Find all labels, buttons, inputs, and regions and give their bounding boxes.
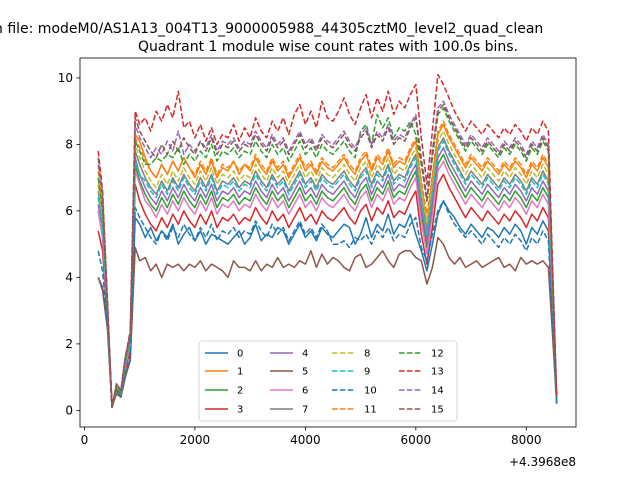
legend-label-9: 9 [364,367,370,378]
series-lines [97,73,558,408]
series-line-4 [97,147,558,408]
legend-label-6: 6 [302,386,308,397]
x-tick-label: 6000 [401,433,432,447]
y-tick-label: 10 [58,71,73,85]
y-tick-label: 0 [65,403,73,417]
legend-label-7: 7 [302,405,308,416]
series-line-2 [97,153,558,408]
x-tick-label: 4000 [290,433,321,447]
x-tick-label: 8000 [511,433,542,447]
legend-label-5: 5 [302,367,308,378]
y-axis: 0 2 4 6 8 10 [58,71,80,417]
y-tick-label: 4 [65,270,73,284]
legend-label-1: 1 [237,367,243,378]
series-line-6 [97,160,558,408]
y-tick-label: 6 [65,204,73,218]
series-line-11 [97,120,558,408]
series-line-7 [97,137,558,408]
figure-suptitle: n file: modeM0/AS1A13_004T13_9000005988_… [0,21,543,37]
y-tick-label: 2 [65,337,73,351]
legend-label-11: 11 [364,405,377,416]
series-line-14 [97,100,558,408]
y-tick-label: 8 [65,137,73,151]
legend-label-12: 12 [431,349,444,360]
x-axis: 0 2000 4000 6000 8000 [81,427,542,447]
chart-title: Quadrant 1 module wise count rates with … [138,39,518,55]
legend-label-8: 8 [364,349,370,360]
legend-frame [198,340,458,422]
legend-label-13: 13 [431,367,444,378]
legend-label-14: 14 [431,386,444,397]
legend-label-10: 10 [364,386,377,397]
legend-label-2: 2 [237,386,243,397]
x-offset-text: +4.3968e8 [509,455,576,469]
legend-label-3: 3 [237,405,243,416]
x-tick-label: 2000 [180,433,211,447]
series-line-9 [97,140,558,408]
series-line-8 [97,130,558,408]
series-line-0 [97,200,558,408]
legend-label-15: 15 [431,405,444,416]
series-line-3 [97,173,558,408]
series-line-12 [97,107,558,408]
x-tick-label: 0 [81,433,89,447]
series-line-15 [97,103,558,408]
legend-label-0: 0 [237,349,243,360]
series-line-13 [97,73,558,408]
legend-label-4: 4 [302,349,308,360]
series-line-10 [97,200,558,408]
plot-area-frame [79,57,577,428]
series-line-5 [97,236,558,408]
